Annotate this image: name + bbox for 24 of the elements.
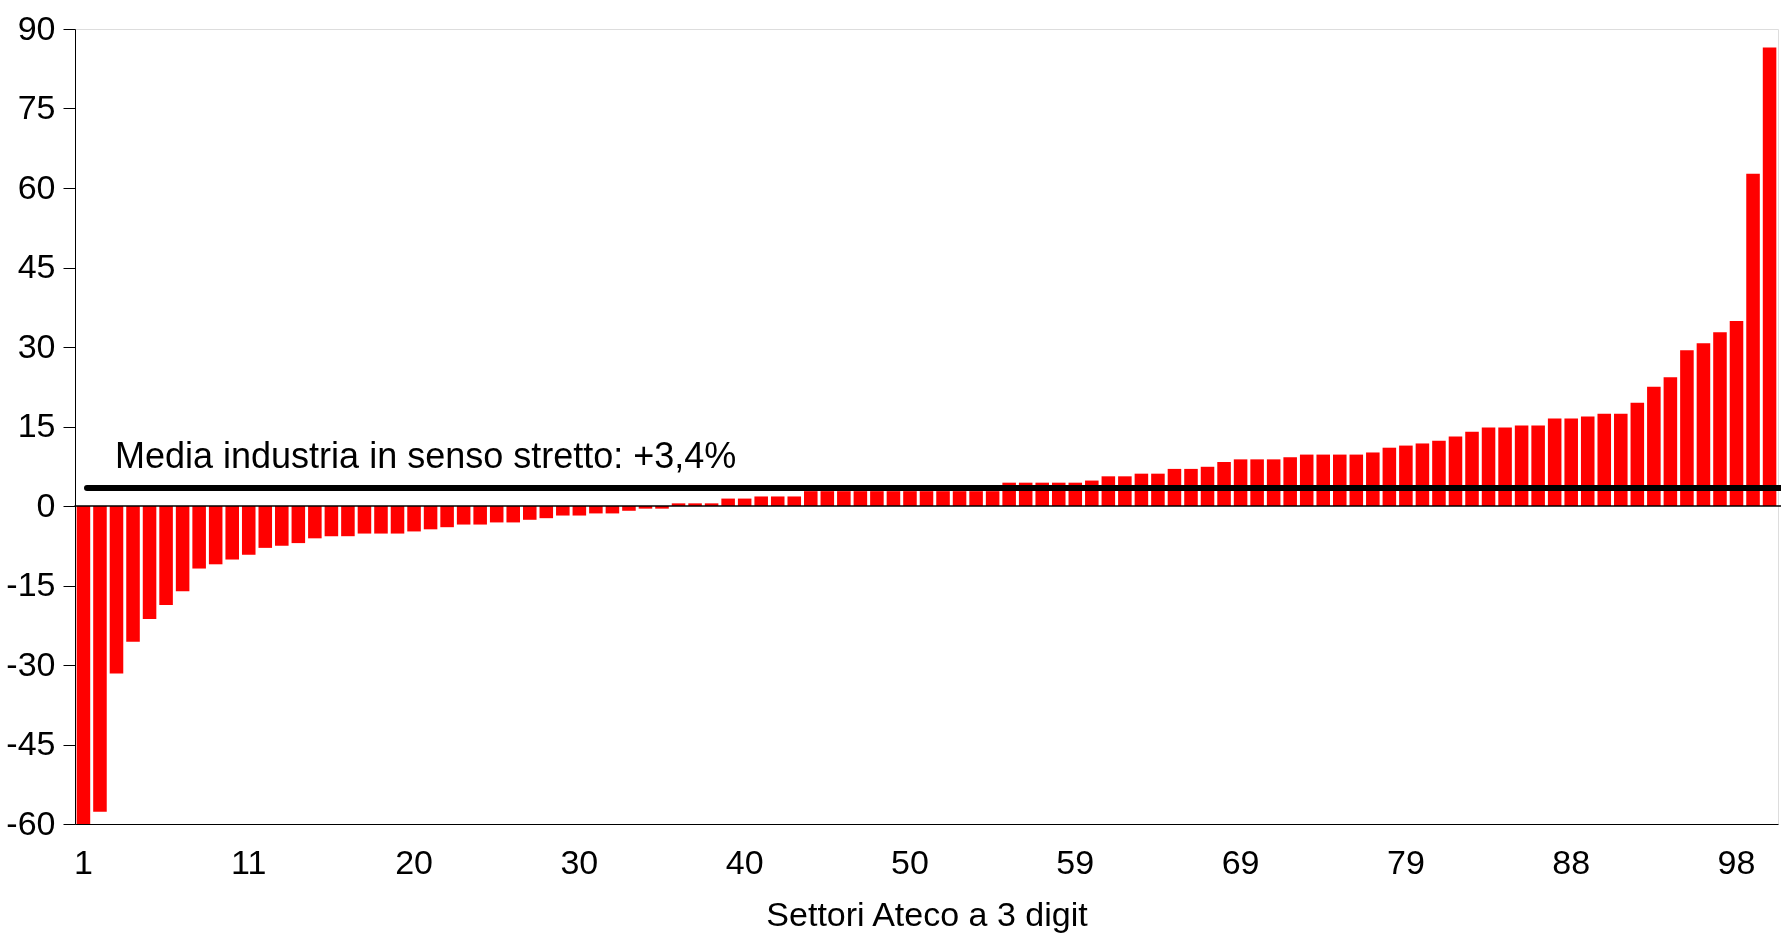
y-tick-label: 60 bbox=[17, 167, 56, 206]
y-tick-label: 90 bbox=[17, 8, 56, 47]
x-tick-label: 1 bbox=[73, 842, 93, 881]
y-tick-label: 30 bbox=[17, 326, 56, 365]
y-tick-label: -60 bbox=[6, 803, 56, 842]
ref-line-label: Media industria in senso stretto: +3,4% bbox=[115, 434, 737, 476]
y-tick-label: -30 bbox=[6, 644, 56, 683]
y-tick-label: 45 bbox=[17, 247, 56, 285]
y-tick-label: -45 bbox=[6, 724, 56, 762]
x-tick-label: 69 bbox=[1221, 842, 1260, 881]
x-tick-label: 11 bbox=[231, 842, 267, 881]
y-tick-label: 15 bbox=[17, 406, 56, 444]
y-tick-label: 75 bbox=[17, 88, 56, 126]
x-tick-label: 88 bbox=[1552, 842, 1591, 881]
x-tick-label: 50 bbox=[891, 842, 929, 881]
x-tick-label: 59 bbox=[1056, 842, 1095, 881]
x-axis-title: Settori Ateco a 3 digit bbox=[766, 894, 1089, 933]
x-tick-label: 30 bbox=[560, 842, 599, 881]
x-tick-label: 20 bbox=[395, 842, 433, 881]
x-tick-label: 40 bbox=[725, 842, 764, 881]
x-tick-label: 98 bbox=[1717, 842, 1756, 881]
y-tick-label: 0 bbox=[36, 485, 56, 524]
y-tick-label: -15 bbox=[6, 565, 56, 603]
x-tick-label: 79 bbox=[1386, 842, 1425, 881]
